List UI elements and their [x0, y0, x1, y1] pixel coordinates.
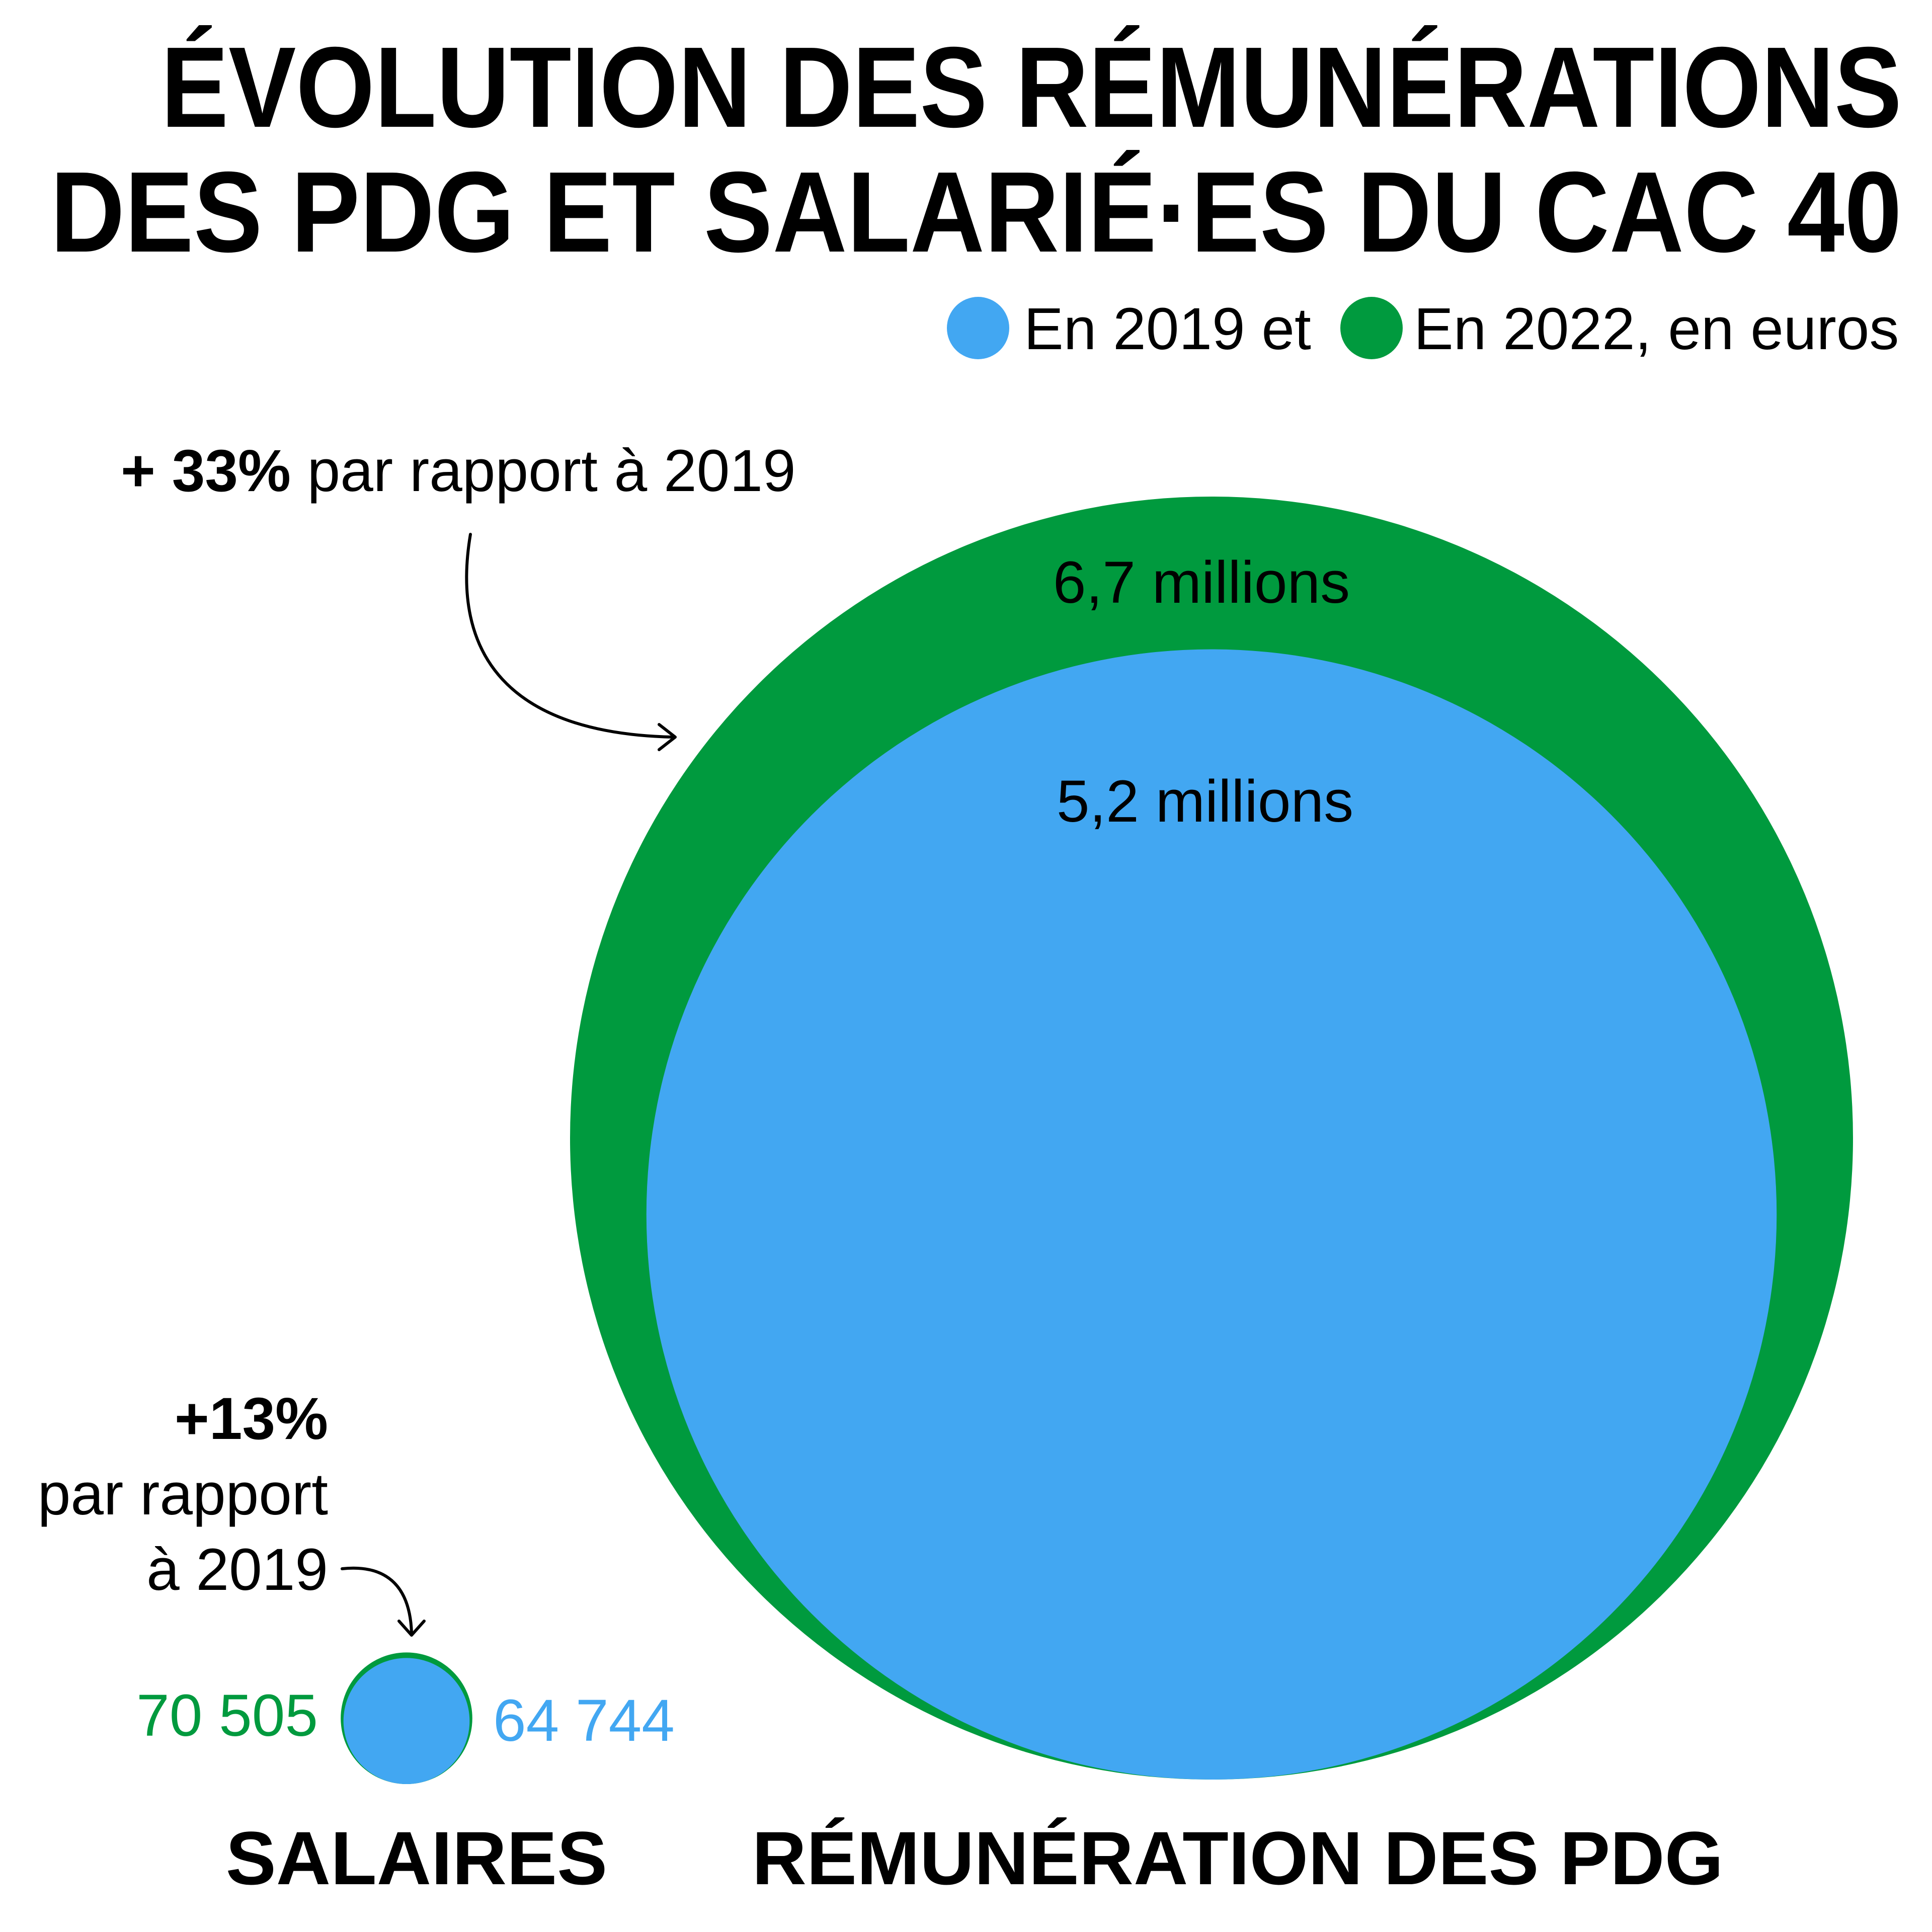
bubbles [341, 497, 1853, 1785]
ceo-annotation-arrow [465, 533, 675, 739]
ceo-value-label-2022: 6,7 millions [1053, 549, 1350, 616]
salary-annotation-arrow [341, 1566, 413, 1634]
legend: En 2019 et En 2022, en euros [947, 296, 1899, 362]
salary-annotation-line-2: à 2019 [146, 1537, 328, 1603]
ceo-bubble-2019 [646, 649, 1777, 1780]
legend-label-2022: En 2022, en euros [1414, 296, 1899, 362]
salary-value-label-2022: 70 505 [136, 1682, 318, 1749]
chart-title-line-1: ÉVOLUTION DES RÉMUNÉRATIONS [161, 24, 1902, 151]
chart-title-line-2: DES PDG ET SALARIÉ·ES DU CAC 40 [50, 148, 1902, 276]
salary-value-label-2019: 64 744 [493, 1687, 675, 1754]
legend-label-2019: En 2019 et [1024, 296, 1311, 362]
ceo-value-label-2019: 5,2 millions [1057, 768, 1353, 835]
category-label-salaries: SALAIRES [226, 1816, 607, 1900]
ceo-annotation: + 33% par rapport à 2019 [121, 438, 796, 504]
legend-dot-2019 [947, 297, 1009, 359]
salary-annotation-line-1: par rapport [38, 1461, 328, 1527]
ceo-annotation-arrowhead [658, 723, 677, 751]
ceo-annotation-text: par rapport à 2019 [291, 438, 796, 504]
ceo-annotation-percent: + 33% [121, 438, 291, 504]
category-label-ceo: RÉMUNÉRATION DES PDG [752, 1816, 1724, 1900]
salary-bubble-2019 [343, 1658, 470, 1785]
legend-dot-2022 [1340, 297, 1403, 359]
salary-annotation-percent: +13% [175, 1386, 328, 1452]
salary-annotation-arrowhead [397, 1620, 426, 1637]
